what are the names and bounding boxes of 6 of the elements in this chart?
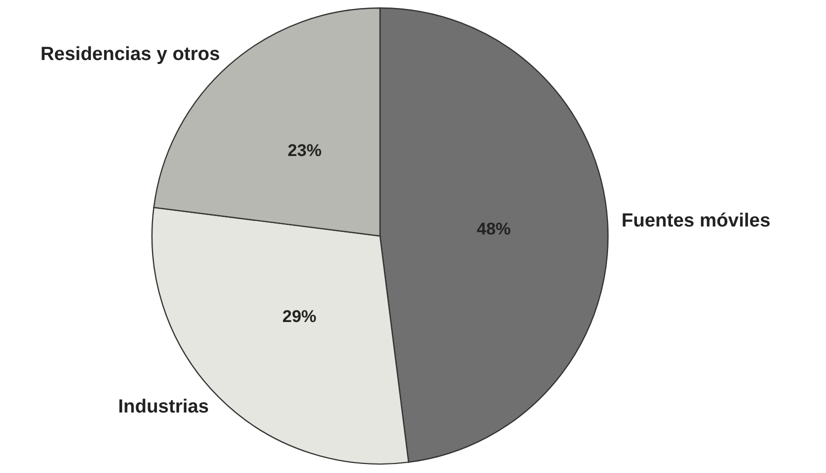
- data-label: 29%: [282, 307, 316, 326]
- data-label: 48%: [476, 219, 511, 238]
- slice-label: Residencias y otros: [40, 44, 220, 65]
- slice-label: Industrias: [118, 396, 209, 418]
- slice-label: Fuentes móviles: [622, 210, 770, 232]
- data-label: 23%: [288, 140, 322, 160]
